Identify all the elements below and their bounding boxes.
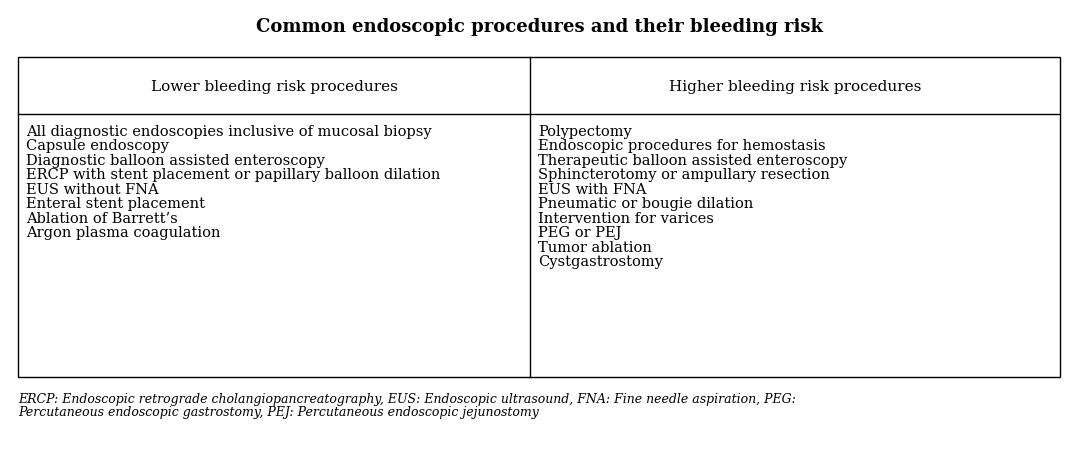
Text: Intervention for varices: Intervention for varices — [538, 212, 714, 226]
Text: Endoscopic procedures for hemostasis: Endoscopic procedures for hemostasis — [538, 139, 826, 153]
Text: ERCP with stent placement or papillary balloon dilation: ERCP with stent placement or papillary b… — [26, 168, 441, 182]
Text: Percutaneous endoscopic gastrostomy, PEJ: Percutaneous endoscopic jejunostomy: Percutaneous endoscopic gastrostomy, PEJ… — [18, 405, 539, 418]
Text: Ablation of Barrett’s: Ablation of Barrett’s — [26, 212, 178, 226]
Text: Pneumatic or bougie dilation: Pneumatic or bougie dilation — [538, 197, 754, 211]
Text: Lower bleeding risk procedures: Lower bleeding risk procedures — [151, 79, 398, 93]
Text: Sphincterotomy or ampullary resection: Sphincterotomy or ampullary resection — [538, 168, 830, 182]
Text: Common endoscopic procedures and their bleeding risk: Common endoscopic procedures and their b… — [255, 18, 823, 36]
Text: Cystgastrostomy: Cystgastrostomy — [538, 255, 663, 269]
Text: EUS without FNA: EUS without FNA — [26, 182, 158, 197]
Text: ERCP: Endoscopic retrograde cholangiopancreatography, EUS: Endoscopic ultrasound: ERCP: Endoscopic retrograde cholangiopan… — [18, 392, 796, 405]
Text: Therapeutic balloon assisted enteroscopy: Therapeutic balloon assisted enteroscopy — [538, 154, 847, 167]
Text: Tumor ablation: Tumor ablation — [538, 241, 652, 254]
Text: Enteral stent placement: Enteral stent placement — [26, 197, 205, 211]
Text: PEG or PEJ: PEG or PEJ — [538, 226, 622, 240]
Text: Higher bleeding risk procedures: Higher bleeding risk procedures — [668, 79, 922, 93]
Text: Diagnostic balloon assisted enteroscopy: Diagnostic balloon assisted enteroscopy — [26, 154, 324, 167]
Text: All diagnostic endoscopies inclusive of mucosal biopsy: All diagnostic endoscopies inclusive of … — [26, 125, 431, 139]
Bar — [18, 58, 1060, 377]
Text: Argon plasma coagulation: Argon plasma coagulation — [26, 226, 221, 240]
Text: Capsule endoscopy: Capsule endoscopy — [26, 139, 169, 153]
Text: Polypectomy: Polypectomy — [538, 125, 632, 139]
Text: EUS with FNA: EUS with FNA — [538, 182, 647, 197]
